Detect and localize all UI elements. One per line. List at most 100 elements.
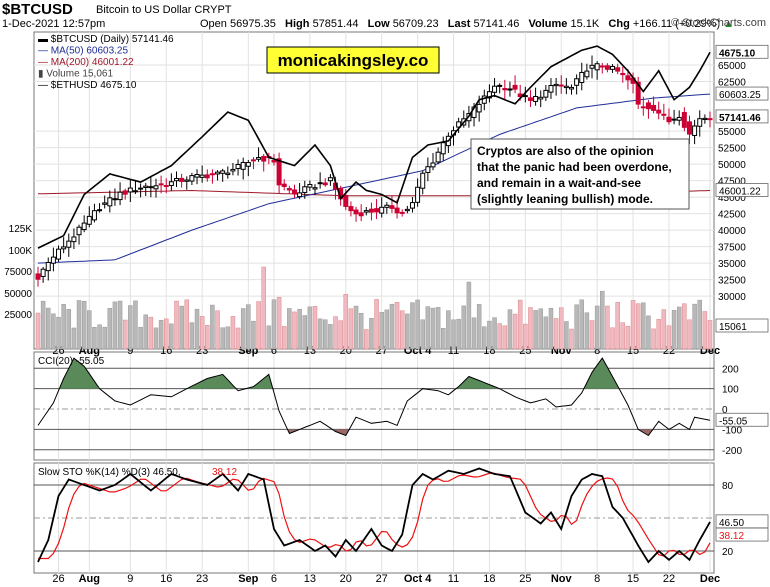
volume-bar (251, 320, 256, 350)
candle-body (409, 202, 415, 209)
candle-body (522, 95, 528, 98)
volume-tick-label: 50000 (4, 289, 32, 300)
candle-body (174, 178, 180, 182)
volume-bar (589, 320, 595, 350)
volume-bar (138, 326, 143, 350)
volume-bar (558, 307, 564, 350)
candle-body (368, 208, 374, 213)
y-tick-label: 45000 (718, 193, 746, 204)
candle-body (97, 209, 103, 212)
candle-body (640, 106, 646, 109)
volume-bar (461, 305, 467, 350)
candle-body (215, 171, 221, 175)
cci-line (37, 357, 711, 437)
volume-bar (76, 300, 82, 350)
candle-body (584, 70, 590, 78)
x-tick-label: Dec (700, 573, 720, 585)
volume-bar (317, 318, 323, 350)
watermark-text: monicakingsley.co (278, 51, 429, 70)
volume-bar (184, 299, 190, 350)
candle-body (512, 84, 518, 90)
volume-bar (51, 313, 56, 350)
volume-bar (107, 308, 113, 350)
volume-bar (630, 300, 636, 350)
volume-bar (646, 315, 651, 350)
candle-body (127, 187, 133, 193)
volume-bar (163, 318, 169, 350)
volume-bar (600, 290, 605, 350)
volume-bar (240, 308, 246, 350)
annotation-box (470, 138, 690, 210)
volume-bar (564, 321, 569, 350)
x-tick-label: 6 (271, 573, 277, 585)
volume-bar (343, 294, 349, 350)
candle-body (563, 85, 569, 89)
candle-body (625, 75, 631, 81)
candle-body (486, 91, 492, 99)
x-tick-label: 27 (376, 573, 388, 585)
volume-bar (425, 306, 431, 350)
volume-bar (441, 327, 446, 350)
candle-body (635, 81, 641, 105)
x-tick-label: Sep (238, 573, 258, 585)
watermark-box (266, 46, 440, 74)
chart-header: $BTCUSD Bitcoin to US Dollar CRYPT 1-Dec… (0, 0, 770, 32)
candle-body (179, 177, 185, 182)
volume-bar (482, 326, 487, 350)
volume-bar (502, 325, 508, 350)
candle-body (399, 211, 405, 214)
volume-bar (210, 304, 215, 350)
volume-bar (682, 303, 687, 350)
volume-bar (584, 312, 590, 350)
volume-bar (405, 313, 410, 350)
cci-value-tag: -55.05 (719, 416, 748, 427)
candle-body (153, 185, 159, 190)
candle-body (261, 156, 267, 162)
volume-bar (523, 323, 528, 350)
volume-bar (117, 300, 123, 350)
ma200-price-tag: 46001.22 (719, 186, 761, 197)
volume-bar (328, 324, 333, 350)
sto-d-line (38, 472, 711, 560)
candle-body (271, 160, 277, 163)
volume-bar (323, 319, 328, 350)
volume-bar (666, 325, 672, 350)
x-tick-label: 15 (627, 573, 639, 585)
volume-bar (435, 307, 441, 350)
volume-bar (610, 327, 615, 350)
candle-body (707, 118, 713, 121)
cci-tick-label: -100 (722, 425, 742, 436)
y-tick-label: 37500 (718, 243, 746, 254)
volume-bar (46, 307, 51, 350)
volume-bar (225, 326, 231, 350)
volume-bar (379, 312, 384, 350)
y-tick-label: 65000 (718, 61, 746, 72)
candle-body (374, 208, 380, 213)
volume-bar (676, 306, 682, 350)
volume-bar (476, 304, 482, 350)
candle-body (235, 164, 241, 170)
volume-bar (87, 310, 92, 350)
volume-bar (40, 300, 46, 350)
x-tick-label: 23 (196, 573, 208, 585)
x-tick-label: Aug (79, 573, 100, 585)
candle-body (384, 204, 390, 208)
y-tick-label: 42500 (718, 210, 746, 221)
candle-body (291, 189, 297, 195)
candle-body (692, 125, 698, 136)
x-tick-label: 9 (127, 345, 133, 357)
volume-tag: 15061 (719, 322, 747, 333)
volume-bar (35, 312, 41, 350)
sto-k-tag: 46.50 (719, 518, 744, 529)
candle-body (543, 89, 549, 98)
candle-body (348, 206, 354, 212)
volume-bar (81, 300, 87, 350)
cci-tick-label: 100 (722, 385, 739, 396)
candle-body (163, 185, 169, 188)
volume-bar (235, 327, 241, 350)
candle-body (112, 198, 118, 201)
main-legend-item: ▬ $BTCUSD (Daily) 57141.46 (38, 34, 174, 45)
volume-bar (430, 307, 436, 350)
volume-bar (707, 320, 713, 350)
volume-tick-label: 125K (9, 224, 33, 235)
